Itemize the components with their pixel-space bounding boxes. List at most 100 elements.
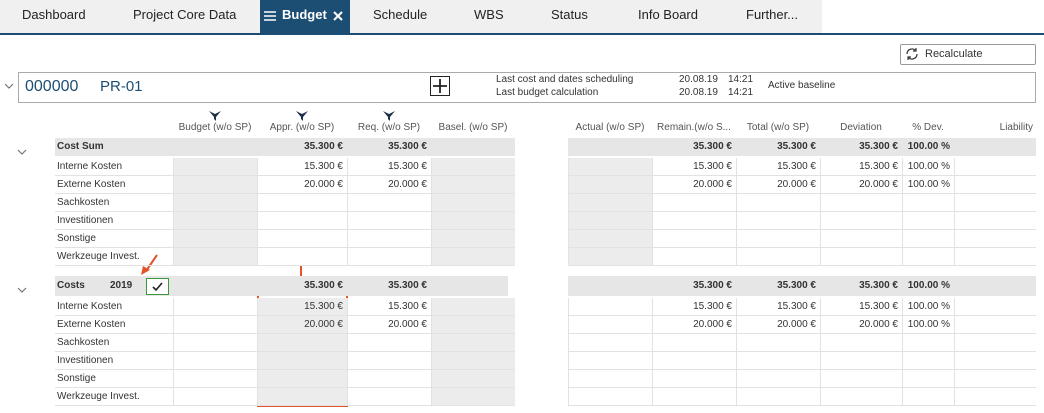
- table-cell: [347, 230, 431, 248]
- table-cell: 20.000 €: [820, 176, 902, 194]
- row-label: Investitionen: [55, 212, 173, 230]
- section-title: Cost Sum: [57, 141, 104, 152]
- table-cell: [173, 248, 257, 266]
- table-cell: [257, 230, 347, 248]
- menu-icon[interactable]: [264, 10, 276, 22]
- table-cell: [820, 248, 902, 266]
- table-cell: [954, 316, 1036, 334]
- total-cell: 35.300 €: [777, 141, 816, 152]
- table-cell: [568, 370, 652, 388]
- table-cell: [954, 176, 1036, 194]
- table-cell: 100.00 %: [902, 316, 954, 334]
- table-cell: [173, 230, 257, 248]
- table-cell: [954, 352, 1036, 370]
- filter-icon[interactable]: [383, 108, 395, 121]
- tab[interactable]: Project Core Data: [133, 7, 237, 22]
- table-cell: 15.300 €: [820, 298, 902, 316]
- tab-underline: [0, 33, 1044, 35]
- column-header: % Dev.: [912, 122, 944, 133]
- add-button[interactable]: [430, 76, 450, 96]
- row-label: Externe Kosten: [55, 176, 173, 194]
- row-label: Sonstige: [55, 230, 173, 248]
- table-cell: 20.000 €: [652, 316, 736, 334]
- table-cell: [820, 230, 902, 248]
- tab[interactable]: Further...: [746, 7, 799, 22]
- table-cell: [431, 176, 515, 194]
- row-label: Interne Kosten: [55, 298, 173, 316]
- total-cell: 35.300 €: [388, 141, 427, 152]
- table-cell: 15.300 €: [257, 298, 347, 316]
- total-cell: 100.00 %: [907, 280, 950, 291]
- total-cell: 35.300 €: [304, 280, 343, 291]
- collapse-chevron[interactable]: [17, 281, 27, 293]
- section-header-bg: [568, 276, 1036, 296]
- table-cell: [347, 248, 431, 266]
- recalculate-button[interactable]: Recalculate: [900, 44, 1036, 65]
- table-cell: [820, 334, 902, 352]
- table-cell: [652, 194, 736, 212]
- table-cell: [431, 388, 515, 406]
- table-cell: [652, 248, 736, 266]
- table-cell: [431, 158, 515, 176]
- close-tab-icon[interactable]: [333, 11, 343, 21]
- checkbox[interactable]: [146, 278, 169, 295]
- project-number: 000000: [25, 78, 79, 95]
- table-cell: [568, 352, 652, 370]
- table-cell: [257, 194, 347, 212]
- table-cell: [568, 230, 652, 248]
- collapse-chevron[interactable]: [4, 82, 14, 90]
- table-cell: [257, 370, 347, 388]
- info-label: Last budget calculation: [496, 87, 599, 98]
- project-name: PR-01: [100, 78, 143, 95]
- table-cell: [173, 316, 257, 334]
- table-cell: [568, 298, 652, 316]
- tab[interactable]: Budget: [282, 7, 327, 22]
- table-cell: [954, 388, 1036, 406]
- table-cell: [347, 388, 431, 406]
- column-header: Basel. (w/o SP): [438, 122, 508, 133]
- tab[interactable]: Dashboard: [22, 7, 86, 22]
- info-date: 20.08.19: [679, 74, 718, 85]
- tab-bar: [0, 0, 822, 33]
- table-cell: [736, 212, 820, 230]
- table-cell: 20.000 €: [820, 316, 902, 334]
- collapse-chevron[interactable]: [17, 143, 27, 155]
- table-cell: [736, 352, 820, 370]
- tab[interactable]: Schedule: [373, 7, 428, 22]
- table-cell: [736, 334, 820, 352]
- table-cell: [568, 212, 652, 230]
- table-cell: [431, 298, 515, 316]
- table-cell: [568, 388, 652, 406]
- table-cell: 20.000 €: [736, 316, 820, 334]
- table-cell: [173, 212, 257, 230]
- info-date: 20.08.19: [679, 87, 718, 98]
- table-cell: [347, 352, 431, 370]
- column-header: Remain.(w/o S...: [657, 122, 731, 133]
- table-cell: [652, 352, 736, 370]
- tab[interactable]: WBS: [474, 7, 504, 22]
- total-cell: 35.300 €: [859, 141, 898, 152]
- info-time: 14:21: [728, 87, 754, 98]
- tab[interactable]: Status: [551, 7, 588, 22]
- filter-icon[interactable]: [209, 108, 221, 121]
- table-cell: [954, 212, 1036, 230]
- table-cell: [902, 194, 954, 212]
- table-cell: 15.300 €: [820, 158, 902, 176]
- table-cell: [820, 388, 902, 406]
- filter-icon[interactable]: [296, 108, 308, 121]
- table-cell: [173, 298, 257, 316]
- table-cell: 20.000 €: [736, 176, 820, 194]
- table-cell: 15.300 €: [652, 298, 736, 316]
- tab[interactable]: Info Board: [638, 7, 698, 22]
- table-cell: [173, 370, 257, 388]
- table-cell: [652, 212, 736, 230]
- table-cell: [902, 334, 954, 352]
- table-cell: 20.000 €: [347, 176, 431, 194]
- table-cell: 15.300 €: [652, 158, 736, 176]
- table-cell: [820, 194, 902, 212]
- info-label: Last cost and dates scheduling: [496, 74, 634, 85]
- table-cell: [652, 230, 736, 248]
- table-cell: [347, 194, 431, 212]
- table-cell: [568, 316, 652, 334]
- row-label: Investitionen: [55, 352, 173, 370]
